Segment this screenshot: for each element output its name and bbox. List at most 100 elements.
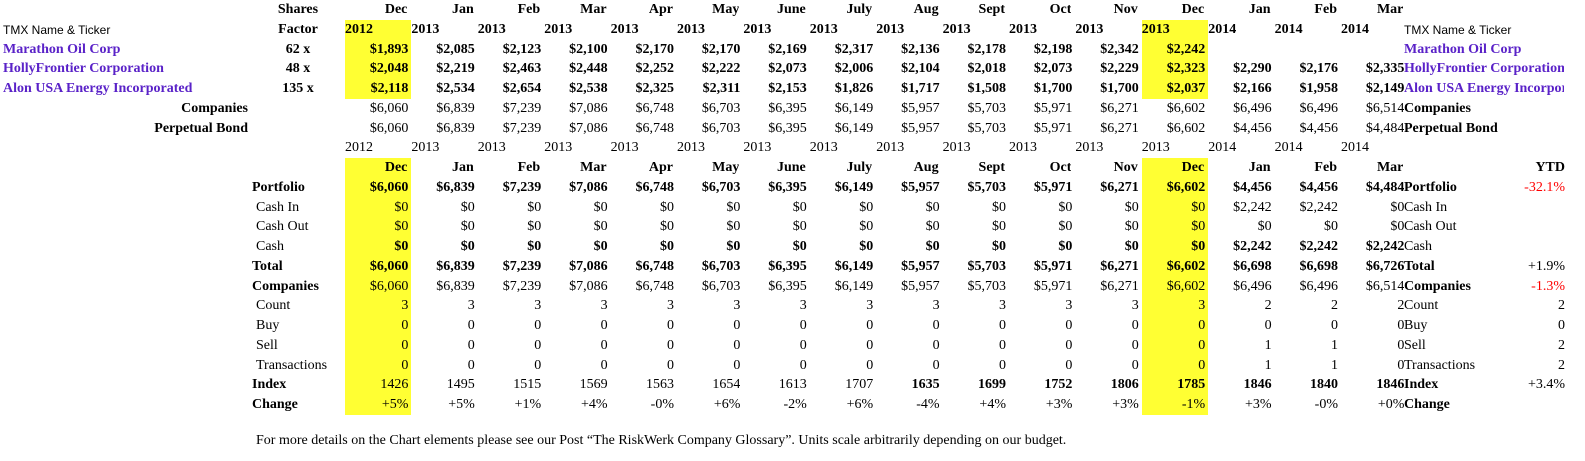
row-value: $0	[1191, 219, 1206, 235]
year-header: 2014	[1208, 140, 1237, 156]
shares-label: Shares	[277, 2, 319, 17]
row-value: 3	[1198, 298, 1206, 314]
row-value: $6,602	[1166, 179, 1206, 195]
year-header: 2013	[809, 21, 838, 37]
row-value: $0	[991, 219, 1006, 235]
price: $2,169	[768, 41, 807, 57]
row-value: $2,242	[1365, 239, 1405, 254]
year-header: 2014	[1341, 140, 1369, 156]
row-value: $0	[659, 239, 674, 254]
year-header: 2013	[1075, 140, 1104, 156]
name-label: TMX Name & Ticker	[3, 22, 111, 37]
row-value: 1495	[446, 377, 475, 393]
month-header: Feb	[517, 2, 541, 17]
year-header: 2013	[610, 140, 639, 156]
row-value: $6,698	[1299, 258, 1338, 274]
row-value: $2,242	[1233, 239, 1272, 254]
company-name: Alon USA Energy Incorporated	[1404, 81, 1564, 96]
row-value: 0	[733, 337, 741, 353]
row-value: $5,971	[1033, 278, 1073, 294]
row-value: 0	[467, 357, 475, 373]
year-header: 2013	[1009, 21, 1037, 37]
price: $2,252	[635, 61, 674, 77]
summary-value: $6,149	[834, 100, 874, 116]
price: $2,463	[502, 61, 542, 77]
summary-value: $7,239	[502, 120, 542, 136]
year-header: 2013	[544, 21, 573, 37]
year-header: 2013	[1141, 140, 1170, 156]
ytd-value: +1.9%	[1527, 258, 1565, 274]
highlight	[1142, 158, 1208, 415]
row-value: $6,496	[1233, 278, 1272, 294]
month-header: Feb	[1314, 2, 1337, 17]
summary-value: $6,060	[369, 120, 409, 136]
row-value: 1569	[579, 377, 608, 393]
price: $2,048	[369, 61, 409, 77]
month-header: Jan	[451, 160, 474, 175]
summary-value: $6,271	[1100, 100, 1139, 116]
row-value: 0	[799, 357, 807, 373]
row-value: $0	[1058, 219, 1073, 235]
year-header: 2013	[743, 21, 772, 37]
row-label: Companies	[1404, 278, 1471, 294]
summary-value: $6,839	[436, 100, 475, 116]
summary-value: $6,703	[701, 120, 741, 136]
price: $2,448	[569, 61, 608, 77]
row-value: 0	[799, 318, 807, 333]
year-header: 2013	[411, 21, 440, 37]
row-label: Cash In	[1404, 199, 1448, 215]
row-value: $6,726	[1365, 258, 1405, 274]
row-label: Total	[252, 258, 283, 274]
price: $2,118	[370, 81, 409, 96]
row-value: 1846	[1376, 377, 1405, 393]
row-value: 3	[600, 298, 608, 314]
row-value: $0	[527, 199, 542, 215]
year-header: 2014	[1341, 21, 1369, 37]
row-value: +6%	[713, 397, 741, 412]
price: $2,006	[834, 61, 874, 77]
row-value: $6,514	[1365, 278, 1405, 294]
year-header: 2013	[677, 21, 705, 37]
summary-value: $6,602	[1166, 120, 1206, 136]
price: $2,290	[1233, 61, 1272, 77]
price: $1,958	[1299, 81, 1338, 96]
row-value: $6,602	[1166, 258, 1206, 274]
month-header: Feb	[517, 160, 541, 175]
row-label: Count	[1404, 298, 1439, 314]
row-value: 1613	[778, 377, 807, 393]
row-label: Cash In	[256, 199, 300, 215]
row-value: -2%	[783, 397, 807, 412]
row-value: $6,271	[1100, 258, 1139, 274]
price: $2,136	[901, 41, 940, 57]
row-value: +4%	[979, 397, 1006, 412]
row-value: 0	[1065, 337, 1073, 353]
row-value: +3%	[1245, 397, 1272, 412]
row-label: Index	[1404, 377, 1439, 393]
price: $2,170	[701, 41, 741, 57]
row-value: $0	[991, 199, 1006, 215]
row-value: 0	[534, 318, 542, 333]
price: $2,342	[1100, 41, 1139, 57]
row-value: $6,602	[1166, 278, 1206, 294]
summary-value: $6,839	[436, 120, 475, 136]
month-header: Aug	[913, 160, 939, 175]
company-name: Marathon Oil Corp	[1404, 41, 1522, 57]
row-value: $2,242	[1299, 199, 1338, 215]
month-header: July	[846, 2, 873, 17]
row-value: 0	[1065, 357, 1073, 373]
row-value: 0	[866, 337, 874, 353]
row-value: $0	[991, 239, 1006, 254]
row-value: 0	[666, 357, 674, 373]
summary-value: $5,971	[1033, 120, 1073, 136]
row-value: $0	[1323, 219, 1338, 235]
row-value: $0	[1124, 219, 1139, 235]
month-header: Mar	[1376, 2, 1404, 17]
summary-value: $6,395	[768, 100, 807, 116]
summary-value: $6,703	[701, 100, 741, 116]
ytd-value: -1.3%	[1531, 278, 1565, 294]
row-label: Cash	[1404, 239, 1432, 254]
month-header: July	[846, 160, 873, 175]
row-value: 0	[534, 357, 542, 373]
price: $2,037	[1166, 81, 1206, 96]
price: $2,242	[1166, 41, 1206, 57]
